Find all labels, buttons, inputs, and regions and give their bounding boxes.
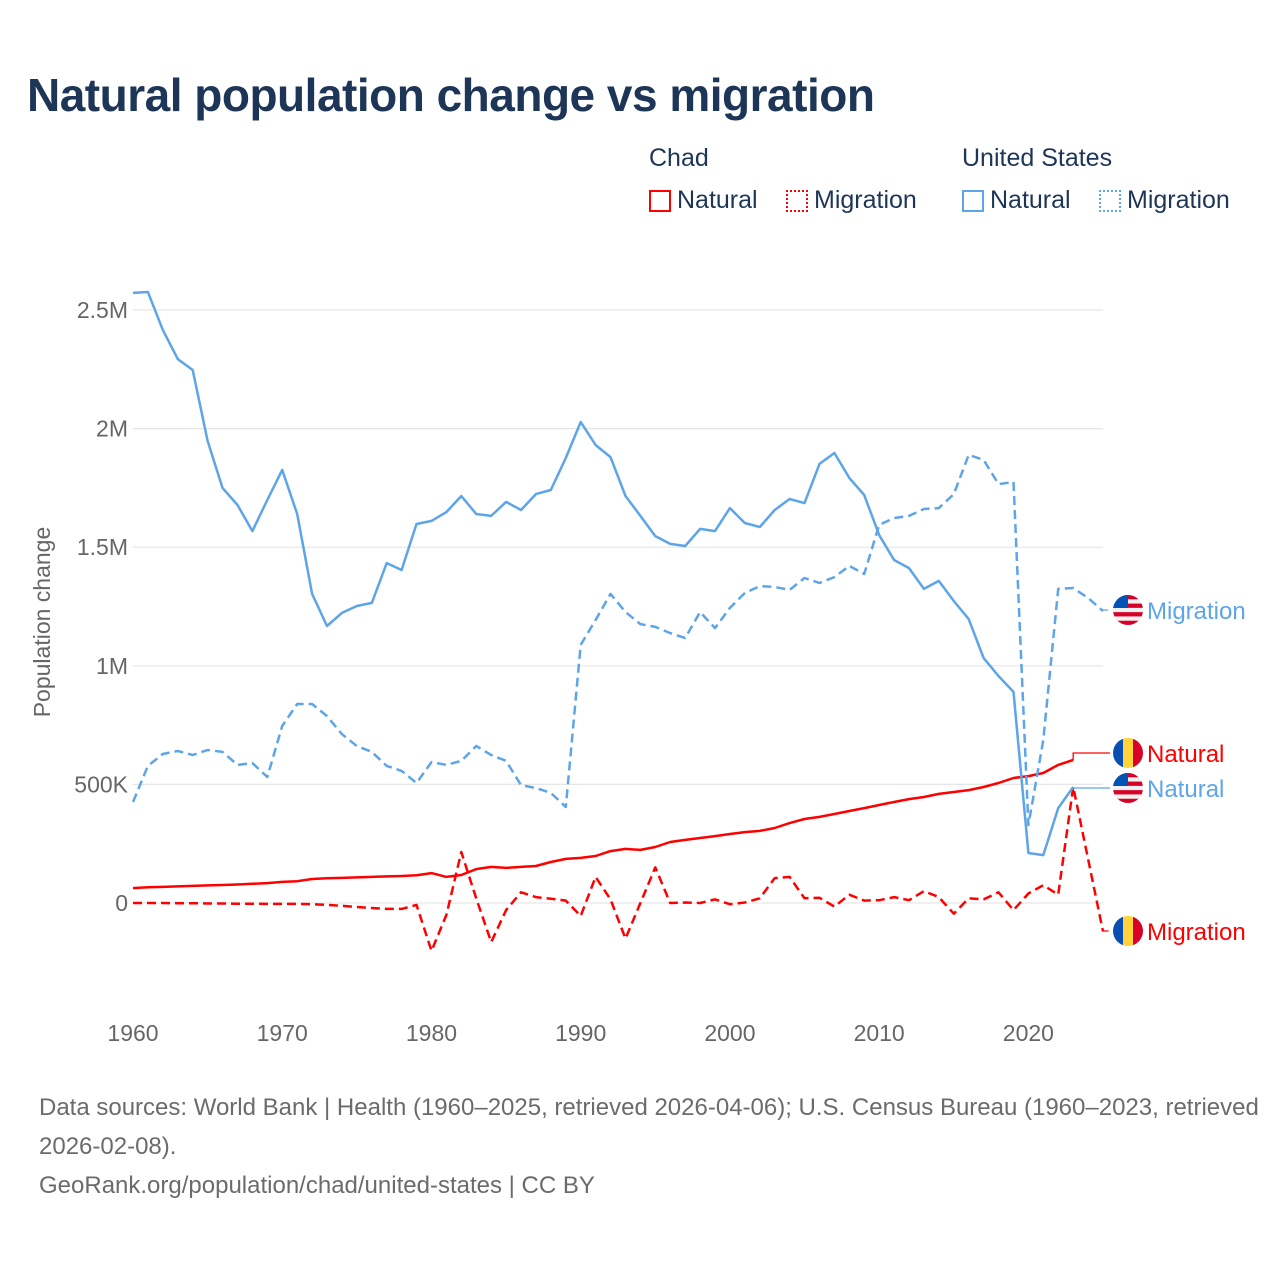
legend-label: Natural	[677, 186, 758, 214]
us-flag-icon	[1113, 595, 1143, 625]
legend-group-united-states: United States	[962, 144, 1113, 172]
end-label-chad-migration: Migration	[1147, 919, 1246, 946]
y-tick-label: 2.5M	[77, 297, 128, 323]
credit-link[interactable]: GeoRank.org/population/chad/united-state…	[39, 1172, 595, 1199]
data-sources: Data sources: World Bank | Health (1960–…	[39, 1094, 1259, 1160]
flag-body	[1113, 595, 1143, 625]
legend-label: Migration	[814, 186, 917, 214]
x-tick-label: 2020	[1003, 1020, 1054, 1046]
x-tick-label: 1980	[406, 1020, 457, 1046]
y-tick-label: 500K	[74, 771, 128, 797]
flag-stripe	[1113, 620, 1143, 625]
chad-flag-icon	[1113, 916, 1143, 946]
series-line-united-states-natural	[132, 290, 1075, 857]
x-tick-label: 2000	[704, 1020, 755, 1046]
us-flag-icon	[1113, 773, 1143, 803]
series-line-united-states-migration	[131, 453, 1104, 827]
x-tick-label: 1960	[107, 1020, 158, 1046]
flag-canton	[1113, 595, 1128, 608]
legend-item-chad-migration[interactable]: Migration	[786, 186, 917, 215]
chart-title: Natural population change vs migration	[27, 69, 875, 121]
y-tick-label: 2M	[96, 416, 128, 442]
series-line-chad-natural	[132, 758, 1074, 890]
chad-flag-icon	[1113, 738, 1143, 768]
legend-group-chad: Chad	[649, 144, 709, 172]
dotted-swatch-icon	[786, 189, 808, 212]
flag-stripe	[1133, 738, 1143, 768]
flag-stripe	[1113, 798, 1143, 803]
y-tick-label: 0	[115, 890, 128, 916]
x-tick-label: 2010	[854, 1020, 905, 1046]
end-label-united-states-natural: Natural	[1147, 776, 1224, 803]
flag-stripe	[1123, 916, 1133, 946]
flag-body	[1113, 916, 1143, 946]
footer: Data sources: World Bank | Health (1960–…	[39, 1088, 1259, 1205]
flag-stripe	[1113, 738, 1123, 768]
legend-item-us-migration[interactable]: Migration	[1099, 186, 1230, 215]
y-tick-label: 1M	[96, 653, 128, 679]
series-line-chad-migration	[133, 785, 1105, 953]
x-tick-label: 1970	[257, 1020, 308, 1046]
dotted-swatch-icon	[1099, 189, 1121, 212]
flag-stripe	[1133, 916, 1143, 946]
flag-stripe	[1113, 612, 1143, 617]
flag-stripe	[1123, 738, 1133, 768]
flag-body	[1113, 738, 1143, 768]
y-tick-label: 1.5M	[77, 534, 128, 560]
label-connector	[1102, 609, 1110, 612]
legend-label: Natural	[990, 186, 1071, 214]
y-axis-label: Population change	[29, 527, 55, 718]
flag-body	[1113, 773, 1143, 803]
legend-item-chad-natural[interactable]: Natural	[649, 186, 758, 215]
x-tick-label: 1990	[555, 1020, 606, 1046]
flag-stripe	[1113, 916, 1123, 946]
legend-label: Migration	[1127, 186, 1230, 214]
solid-swatch-icon	[649, 189, 671, 212]
flag-stripe	[1113, 790, 1143, 795]
solid-swatch-icon	[962, 189, 984, 212]
label-connector	[1072, 787, 1110, 789]
end-label-united-states-migration: Migration	[1147, 598, 1246, 625]
end-label-chad-natural: Natural	[1147, 741, 1224, 768]
legend-item-us-natural[interactable]: Natural	[962, 186, 1071, 215]
flag-canton	[1113, 773, 1128, 786]
label-connector	[1072, 752, 1110, 760]
